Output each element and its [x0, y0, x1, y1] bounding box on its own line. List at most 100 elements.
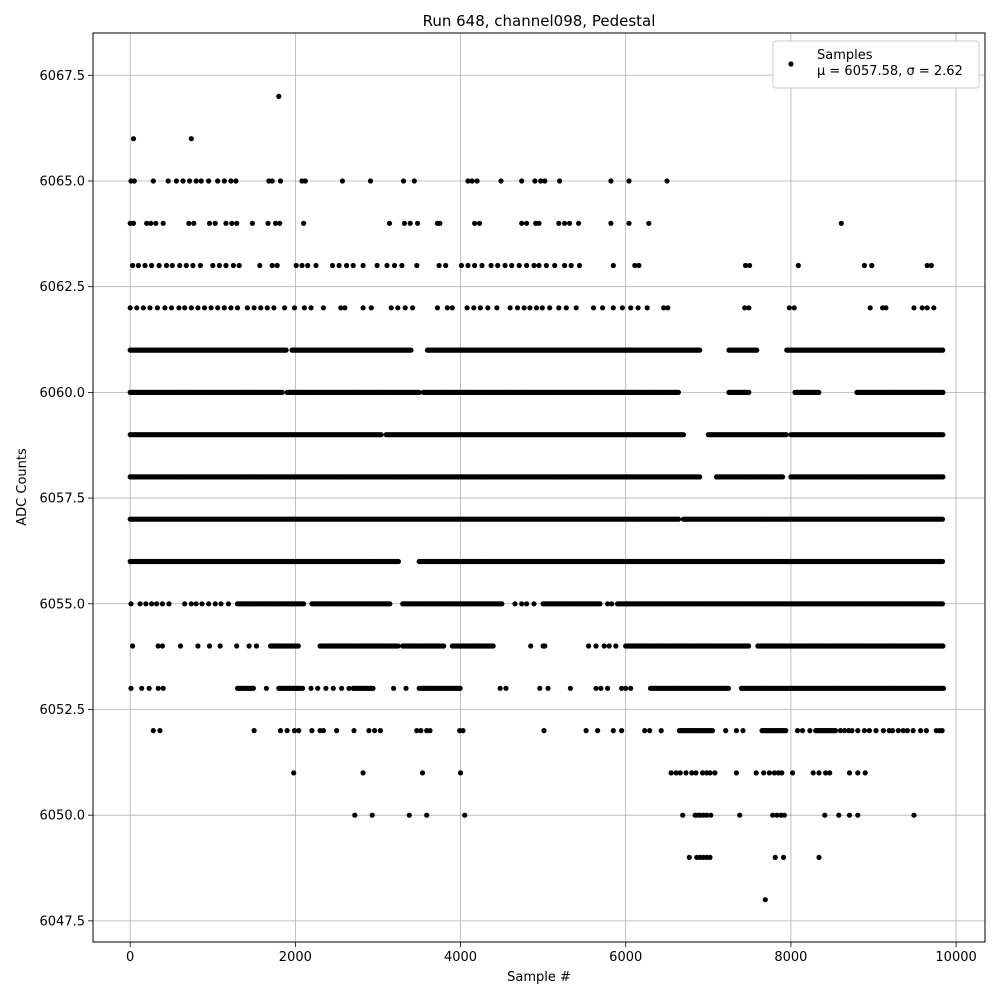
data-point — [940, 389, 946, 395]
data-point — [391, 685, 397, 691]
data-point — [838, 220, 844, 226]
data-point — [233, 178, 239, 184]
data-point — [472, 220, 478, 226]
data-point — [159, 601, 165, 607]
data-point — [234, 220, 240, 226]
data-point — [610, 305, 616, 311]
data-point — [683, 770, 689, 776]
data-point — [301, 601, 307, 607]
data-point — [940, 347, 946, 353]
data-point — [378, 432, 384, 438]
data-point — [598, 685, 604, 691]
data-point — [697, 474, 703, 480]
data-point — [746, 305, 752, 311]
data-point — [742, 262, 749, 269]
data-point — [791, 305, 797, 311]
data-point — [217, 643, 223, 649]
data-point — [632, 262, 638, 269]
data-point — [142, 262, 148, 269]
data-point — [269, 178, 275, 184]
data-point — [223, 262, 229, 269]
data-point — [244, 305, 250, 311]
data-point — [221, 178, 227, 184]
data-point — [414, 262, 420, 269]
data-point — [130, 643, 136, 649]
data-point — [465, 178, 471, 184]
data-point — [416, 389, 422, 395]
data-point — [712, 770, 718, 776]
data-point — [783, 432, 789, 438]
data-point — [148, 220, 154, 226]
data-point — [408, 347, 414, 353]
data-point — [542, 643, 548, 649]
data-point — [386, 220, 393, 226]
data-point — [130, 220, 137, 226]
data-point — [516, 262, 522, 269]
data-point — [169, 262, 175, 269]
data-point — [228, 178, 234, 184]
data-point — [329, 262, 336, 269]
data-point — [165, 178, 171, 184]
data-point — [399, 262, 405, 269]
data-point — [338, 305, 344, 311]
data-point — [746, 389, 752, 395]
data-point — [182, 305, 188, 311]
data-point — [128, 685, 134, 691]
data-point — [742, 305, 748, 311]
data-point — [388, 305, 394, 311]
data-point — [291, 305, 298, 311]
data-point — [342, 305, 348, 311]
data-points — [127, 93, 947, 903]
data-point — [940, 643, 946, 649]
data-point — [153, 220, 159, 226]
data-point — [264, 305, 270, 311]
data-point — [675, 389, 682, 395]
data-point — [443, 262, 449, 269]
data-point — [283, 347, 289, 353]
data-point — [940, 685, 947, 691]
data-point — [790, 770, 796, 776]
data-point — [725, 685, 732, 691]
data-point — [464, 305, 470, 311]
data-point — [308, 305, 314, 311]
data-point — [766, 770, 773, 776]
data-point — [771, 770, 778, 776]
data-point — [928, 262, 934, 269]
data-point — [939, 601, 946, 607]
data-point — [668, 770, 674, 776]
data-point — [536, 262, 542, 269]
data-point — [644, 305, 650, 311]
data-point — [274, 262, 280, 269]
data-point — [177, 262, 183, 269]
data-point — [754, 347, 760, 353]
data-point — [130, 262, 136, 269]
data-point — [527, 305, 533, 311]
data-point — [619, 685, 625, 691]
data-point — [861, 262, 868, 269]
data-point — [127, 305, 133, 311]
data-point — [163, 262, 170, 269]
data-point — [576, 220, 582, 226]
data-point — [139, 685, 145, 691]
data-point — [155, 685, 161, 691]
data-point — [911, 305, 917, 311]
data-point — [137, 601, 143, 607]
data-point — [586, 643, 592, 649]
data-point — [263, 685, 269, 691]
data-point — [150, 178, 156, 184]
data-point — [313, 262, 319, 269]
data-point — [709, 728, 716, 734]
data-point — [699, 770, 706, 776]
data-point — [160, 685, 166, 691]
data-point — [533, 305, 540, 311]
data-point — [537, 685, 543, 691]
data-point — [176, 305, 182, 311]
data-point — [391, 262, 398, 269]
data-point — [154, 305, 160, 311]
data-point — [532, 178, 538, 184]
data-point — [212, 220, 218, 226]
data-point — [346, 685, 352, 691]
data-point — [567, 220, 573, 226]
data-point — [301, 305, 307, 311]
